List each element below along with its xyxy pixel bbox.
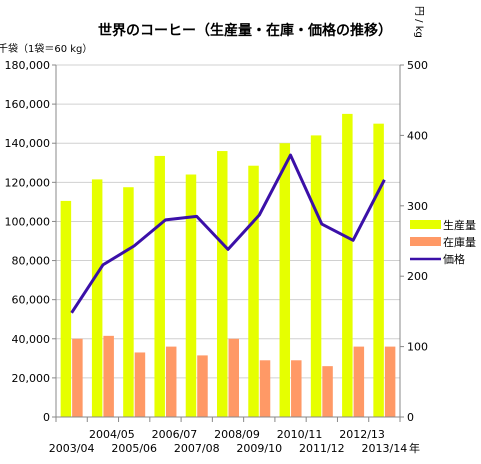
left-tick-label: 100,000 [5, 215, 51, 228]
bar-stock-2012/13 [353, 346, 365, 417]
bar-production-2004/05 [91, 179, 103, 417]
right-tick-label: 100 [407, 341, 428, 354]
left-tick-label: 20,000 [12, 372, 51, 385]
bar-production-2009/10 [248, 165, 259, 417]
chart-title: 世界のコーヒー（生産量・在庫・価格の推移） [98, 22, 392, 39]
x-tick-label: 2008/09 [214, 428, 260, 441]
right-axis-label: 円 / kg [413, 6, 424, 38]
bar-production-2012/13 [342, 113, 353, 417]
left-tick-label: 80,000 [12, 255, 51, 268]
bar-production-2006/07 [154, 155, 165, 417]
x-tick-label: 2007/08 [174, 442, 220, 455]
right-tick-label: 0 [407, 411, 414, 424]
bar-production-2007/08 [185, 174, 197, 417]
legend-label-価格: 価格 [443, 252, 465, 266]
left-tick-label: 40,000 [12, 333, 51, 346]
x-tick-label: 2013/14 [362, 442, 408, 455]
left-tick-label: 0 [43, 411, 50, 424]
left-tick-label: 60,000 [12, 294, 51, 307]
x-tick-label: 2009/10 [236, 442, 282, 455]
bar-stock-2009/10 [259, 360, 271, 417]
price-line [70, 153, 386, 314]
legend-swatch-生産量 [410, 220, 441, 229]
x-tick-label: 2010/11 [277, 428, 323, 441]
bar-production-2011/12 [310, 135, 322, 417]
x-axis-ticks: 2003/042004/052005/062006/072007/082008/… [49, 428, 407, 455]
legend-label-生産量: 生産量 [443, 218, 476, 232]
axes [55, 65, 401, 422]
bars [60, 113, 396, 418]
x-axis-suffix: 年 [409, 441, 420, 455]
bar-stock-2008/09 [228, 338, 239, 417]
bar-production-2005/06 [123, 187, 134, 417]
bar-stock-2010/11 [291, 360, 302, 417]
left-axis-label: 千袋（1袋＝60 kg） [0, 42, 92, 55]
left-tick-label: 160,000 [5, 98, 51, 111]
right-axis-ticks: 0 100 200 300 400 500 [400, 59, 428, 424]
legend-label-在庫量: 在庫量 [443, 235, 476, 249]
bar-production-2008/09 [217, 151, 228, 418]
bar-stock-2005/06 [134, 352, 146, 417]
bar-stock-2006/07 [165, 346, 177, 417]
left-tick-label: 180,000 [5, 59, 51, 72]
bar-stock-2004/05 [103, 335, 114, 417]
bar-production-2013/14 [373, 123, 384, 418]
right-tick-label: 200 [407, 270, 428, 283]
left-axis-ticks: 0 20,000 40,000 60,000 80,000 100,000 120,000 1… [5, 59, 56, 424]
price-line-group [70, 153, 386, 314]
legend-swatch-在庫量 [410, 237, 441, 246]
bar-stock-2007/08 [197, 355, 208, 417]
x-tick-label: 2011/12 [299, 442, 345, 455]
bar-production-2010/11 [279, 143, 291, 417]
bar-stock-2003/04 [72, 338, 83, 417]
right-tick-label: 300 [407, 200, 428, 213]
right-tick-label: 400 [407, 129, 428, 142]
x-tick-label: 2003/04 [49, 442, 95, 455]
x-tick-label: 2012/13 [339, 428, 385, 441]
x-tick-label: 2006/07 [152, 428, 198, 441]
bar-stock-2011/12 [322, 366, 333, 417]
x-tick-label: 2004/05 [89, 428, 135, 441]
bar-production-2003/04 [60, 200, 72, 417]
left-tick-label: 140,000 [5, 137, 51, 150]
bar-stock-2013/14 [384, 346, 396, 417]
left-tick-label: 120,000 [5, 176, 51, 189]
right-tick-label: 500 [407, 59, 428, 72]
x-tick-label: 2005/06 [111, 442, 157, 455]
